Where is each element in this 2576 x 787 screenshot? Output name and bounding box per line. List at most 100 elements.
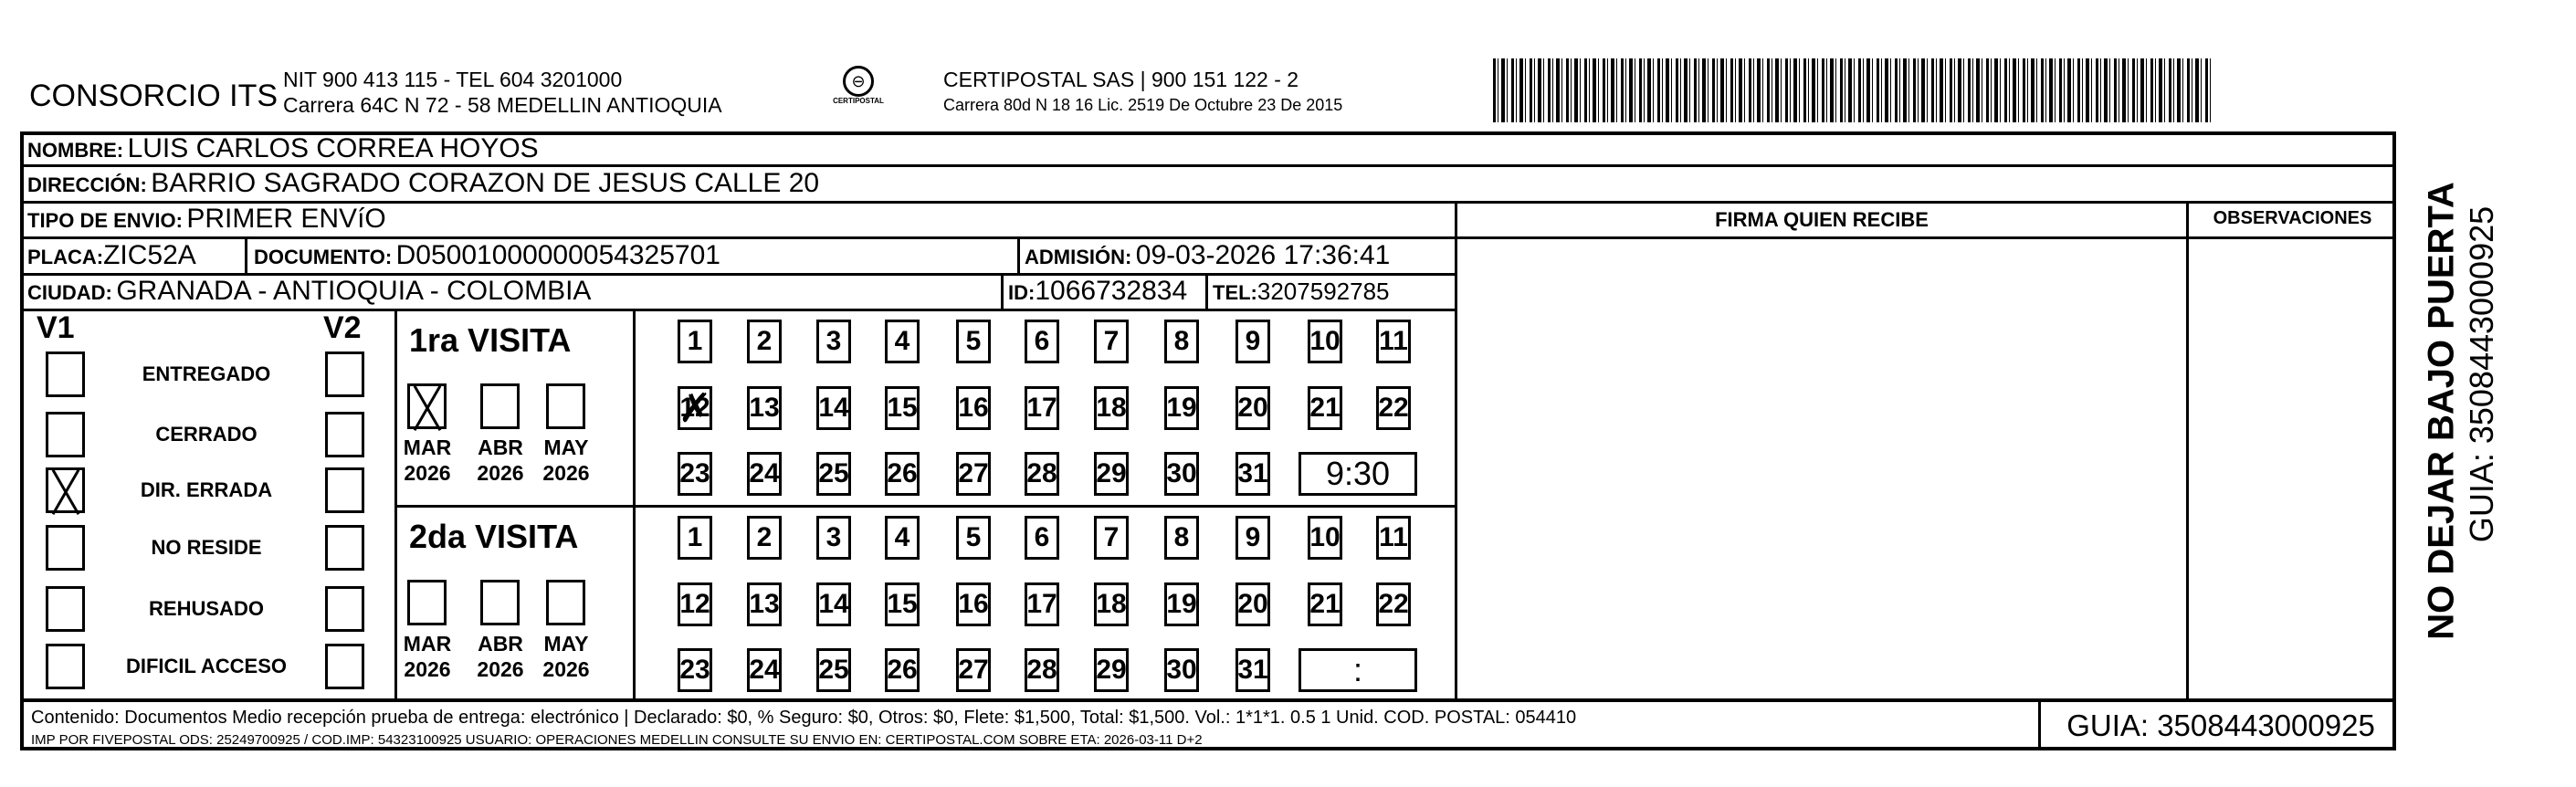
status-label: DIR. ERRADA: [140, 478, 273, 501]
v2-checkbox[interactable]: [325, 525, 364, 571]
day-box-12[interactable]: 12: [678, 385, 712, 432]
day-box-16[interactable]: 16: [956, 386, 991, 430]
day-box-24[interactable]: 24: [747, 648, 782, 692]
v1-checkbox[interactable]: [46, 644, 85, 689]
day-box-27[interactable]: 27: [956, 648, 991, 692]
month-checkbox[interactable]: [407, 580, 447, 625]
company-address: Carrera 64C N 72 - 58 MEDELLIN ANTIOQUIA: [283, 93, 722, 117]
direccion-field: DIRECCIÓN: BARRIO SAGRADO CORAZON DE JES…: [27, 168, 820, 198]
day-box-7[interactable]: 7: [1094, 320, 1129, 363]
day-box-14[interactable]: 14: [816, 582, 851, 626]
day-box-19[interactable]: 19: [1164, 386, 1199, 430]
day-box-11[interactable]: 11: [1376, 516, 1411, 560]
company-nit: NIT 900 413 115 - TEL 604 3201000: [283, 68, 623, 91]
observaciones-area[interactable]: [2189, 239, 2396, 698]
day-box-30[interactable]: 30: [1164, 648, 1199, 692]
day-box-28[interactable]: 28: [1025, 648, 1059, 692]
month-checkbox[interactable]: [546, 383, 585, 429]
month-checkbox[interactable]: [407, 383, 447, 429]
v1-checkbox[interactable]: [46, 525, 85, 571]
day-box-1[interactable]: 1: [678, 516, 712, 560]
day-box-26[interactable]: 26: [885, 648, 920, 692]
footer-guia: GUIA: 3508443000925: [2066, 708, 2375, 742]
day-box-18[interactable]: 18: [1094, 582, 1129, 626]
firma-area[interactable]: [1457, 239, 2186, 698]
v2-checkbox[interactable]: [325, 412, 364, 457]
month-checkbox[interactable]: [546, 580, 585, 625]
day-box-13[interactable]: 13: [747, 582, 782, 626]
v1-checkbox[interactable]: [46, 412, 85, 457]
day-box-28[interactable]: 28: [1025, 452, 1059, 496]
firma-header: FIRMA QUIEN RECIBE: [1715, 208, 1929, 231]
status-label: ENTREGADO: [142, 362, 271, 385]
v1-checkbox[interactable]: [46, 352, 85, 397]
time-box[interactable]: 9:30: [1299, 452, 1417, 496]
day-box-18[interactable]: 18: [1094, 386, 1129, 430]
month-checkbox[interactable]: [480, 383, 520, 429]
day-box-6[interactable]: 6: [1025, 320, 1059, 363]
day-box-29[interactable]: 29: [1094, 452, 1129, 496]
day-box-17[interactable]: 17: [1025, 582, 1059, 626]
day-box-3[interactable]: 3: [816, 516, 851, 560]
day-box-27[interactable]: 27: [956, 452, 991, 496]
day-box-22[interactable]: 22: [1376, 386, 1411, 430]
day-box-21[interactable]: 21: [1308, 386, 1342, 430]
day-box-20[interactable]: 20: [1235, 582, 1270, 626]
time-box[interactable]: :: [1299, 648, 1417, 692]
day-box-20[interactable]: 20: [1235, 386, 1270, 430]
day-box-12[interactable]: 12: [678, 582, 712, 626]
v1-checkbox[interactable]: [46, 586, 85, 632]
day-box-14[interactable]: 14: [816, 386, 851, 430]
day-box-22[interactable]: 22: [1376, 582, 1411, 626]
company-name: CONSORCIO ITS: [29, 79, 279, 113]
day-box-3[interactable]: 3: [816, 320, 851, 363]
day-box-21[interactable]: 21: [1308, 582, 1342, 626]
day-box-19[interactable]: 19: [1164, 582, 1199, 626]
day-box-7[interactable]: 7: [1094, 516, 1129, 560]
day-box-4[interactable]: 4: [885, 320, 920, 363]
month-checkbox[interactable]: [480, 580, 520, 625]
month-label: ABR 2026: [477, 435, 524, 485]
day-box-25[interactable]: 25: [816, 648, 851, 692]
day-box-16[interactable]: 16: [956, 582, 991, 626]
v2-checkbox[interactable]: [325, 467, 364, 513]
day-box-30[interactable]: 30: [1164, 452, 1199, 496]
day-box-8[interactable]: 8: [1164, 320, 1199, 363]
v2-checkbox[interactable]: [325, 352, 364, 397]
carrier-name: CERTIPOSTAL SAS | 900 151 122 - 2: [943, 68, 1299, 91]
day-box-26[interactable]: 26: [885, 452, 920, 496]
day-box-23[interactable]: 23: [678, 648, 712, 692]
day-box-31[interactable]: 31: [1235, 452, 1270, 496]
documento-field: DOCUMENTO: D05001000000054325701: [254, 240, 720, 270]
day-box-9[interactable]: 9: [1235, 320, 1270, 363]
month-label: MAY 2026: [542, 632, 590, 681]
month-label: MAY 2026: [542, 435, 590, 485]
day-box-15[interactable]: 15: [885, 386, 920, 430]
day-box-5[interactable]: 5: [956, 516, 991, 560]
day-box-6[interactable]: 6: [1025, 516, 1059, 560]
tel-field: TEL:3207592785: [1213, 278, 1390, 305]
day-box-25[interactable]: 25: [816, 452, 851, 496]
v2-checkbox[interactable]: [325, 644, 364, 689]
day-box-8[interactable]: 8: [1164, 516, 1199, 560]
day-box-13[interactable]: 13: [747, 386, 782, 430]
day-box-2[interactable]: 2: [747, 516, 782, 560]
day-box-9[interactable]: 9: [1235, 516, 1270, 560]
day-box-1[interactable]: 1: [678, 320, 712, 363]
day-box-31[interactable]: 31: [1235, 648, 1270, 692]
day-box-15[interactable]: 15: [885, 582, 920, 626]
day-box-23[interactable]: 23: [678, 452, 712, 496]
day-box-11[interactable]: 11: [1376, 320, 1411, 363]
day-box-2[interactable]: 2: [747, 320, 782, 363]
day-box-10[interactable]: 10: [1308, 320, 1342, 363]
day-box-17[interactable]: 17: [1025, 386, 1059, 430]
day-box-29[interactable]: 29: [1094, 648, 1129, 692]
day-box-4[interactable]: 4: [885, 516, 920, 560]
placa-field: PLACA:ZIC52A: [27, 240, 196, 270]
v2-checkbox[interactable]: [325, 586, 364, 632]
day-box-10[interactable]: 10: [1308, 516, 1342, 560]
day-box-5[interactable]: 5: [956, 320, 991, 363]
footer-content: Contenido: Documentos Medio recepción pr…: [31, 708, 1577, 728]
v1-checkbox[interactable]: [46, 467, 85, 513]
day-box-24[interactable]: 24: [747, 452, 782, 496]
